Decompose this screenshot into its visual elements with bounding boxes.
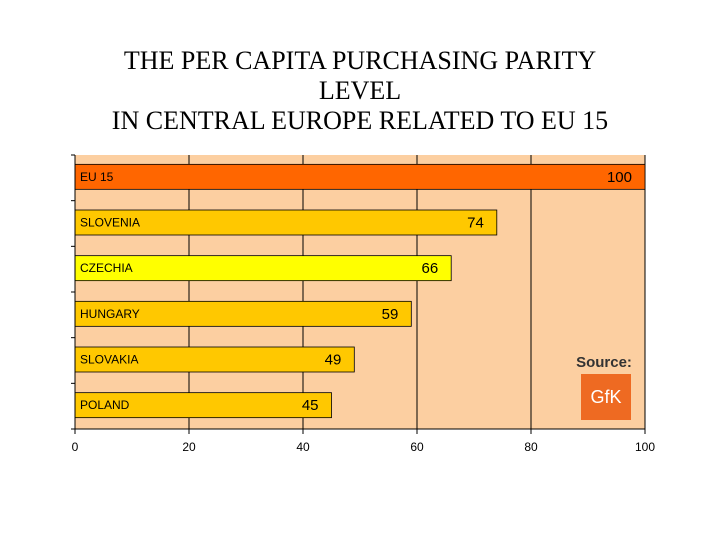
source-block: Source: GfK (576, 354, 632, 420)
value-label-hungary: 59 (382, 306, 399, 323)
value-label-slovakia: 49 (325, 352, 342, 369)
axes: 0 20 40 60 80 100 (71, 154, 655, 454)
chart-title-line-1: THE PER CAPITA PURCHASING PARITY (123, 46, 597, 75)
gridlines (188, 155, 646, 429)
gfk-logo-text: GfK (590, 387, 621, 407)
value-label-eu-15: 100 (607, 169, 632, 186)
x-tick-label-0: 0 (72, 440, 79, 454)
gfk-logo (581, 374, 631, 420)
source-label: Source: (576, 354, 632, 371)
x-tick-label-80: 80 (524, 440, 538, 454)
x-tick-label-40: 40 (296, 440, 310, 454)
category-label-slovenia: SLOVENIA (80, 216, 140, 230)
chart-title-line-2: LEVEL (318, 76, 402, 105)
category-label-poland: POLAND (80, 398, 130, 412)
value-label-poland: 45 (302, 397, 319, 414)
x-tick-label-60: 60 (410, 440, 424, 454)
category-label-eu-15: EU 15 (80, 170, 114, 184)
value-label-czechia: 66 (422, 260, 439, 277)
chart-title-line-3: IN CENTRAL EUROPE RELATED TO EU 15 (111, 106, 609, 135)
chart-title: THE PER CAPITA PURCHASING PARITY LEVEL I… (0, 46, 720, 136)
value-label-slovenia: 74 (467, 215, 484, 232)
bar-czechia (74, 255, 452, 282)
x-tick-label-100: 100 (635, 440, 655, 454)
bar-hungary (74, 300, 412, 327)
plot-area (75, 155, 645, 429)
x-tick-label-20: 20 (182, 440, 196, 454)
bar-slovakia (74, 346, 355, 373)
category-label-czechia: CZECHIA (80, 261, 133, 275)
category-label-hungary: HUNGARY (80, 307, 140, 321)
bar-eu-15 (74, 163, 646, 190)
category-label-slovakia: SLOVAKIA (80, 353, 138, 367)
bar-poland (74, 392, 332, 419)
bars: EU 15 100 SLOVENIA 74 CZECHIA 66 HUNGARY 59 SLOV… (74, 163, 646, 419)
